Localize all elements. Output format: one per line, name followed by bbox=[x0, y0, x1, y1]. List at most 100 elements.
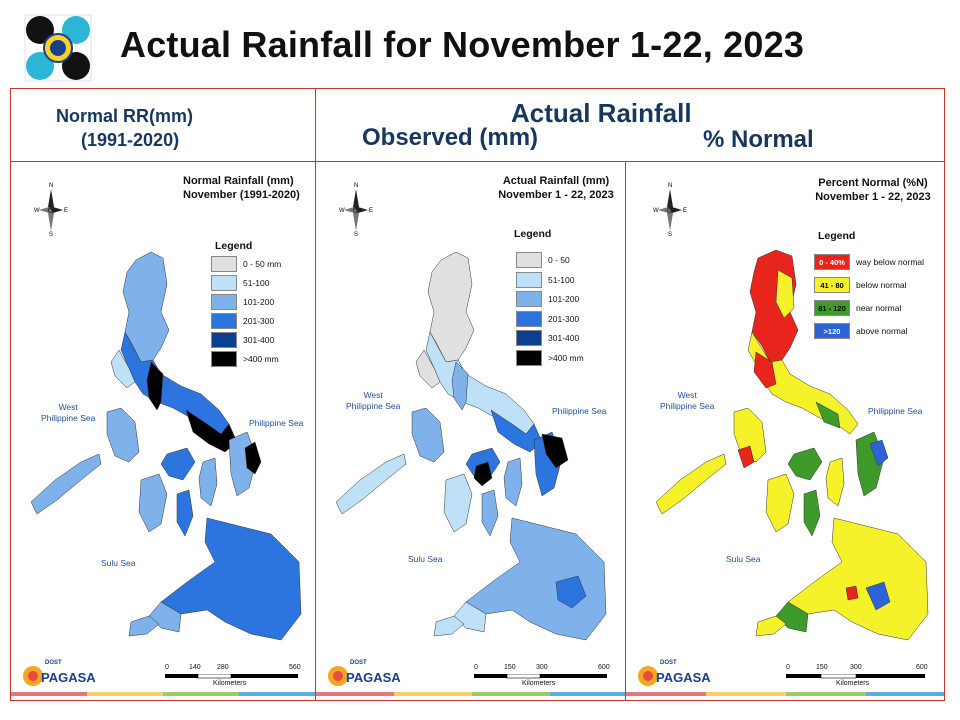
philippines-map bbox=[655, 249, 929, 641]
legend-label: 51-100 bbox=[548, 274, 575, 285]
legend-title: Legend bbox=[818, 230, 856, 242]
svg-text:E: E bbox=[369, 208, 373, 214]
percent-normal-map-panel: N S W E Percent Normal (%N) November 1 -… bbox=[625, 161, 945, 701]
footer-stripe bbox=[87, 692, 163, 696]
legend-label: near normal bbox=[856, 303, 902, 313]
actual-rainfall-map-panel: N S W E Actual Rainfall (mm) November 1 … bbox=[315, 161, 626, 701]
map-title-line2: November 1 - 22, 2023 bbox=[498, 189, 614, 201]
pagasa-label: PAGASA bbox=[656, 670, 711, 685]
scale-tick: 600 bbox=[598, 664, 610, 671]
legend-label: 201-300 bbox=[548, 313, 580, 324]
scale-unit: Kilometers bbox=[522, 680, 556, 687]
svg-text:N: N bbox=[49, 183, 53, 189]
dost-label: DOST bbox=[660, 660, 677, 666]
scale-tick: 600 bbox=[916, 664, 928, 671]
label-philippine-sea: Philippine Sea bbox=[249, 418, 304, 428]
footer-stripe bbox=[550, 692, 625, 696]
scale-tick: 0 bbox=[786, 664, 790, 671]
slide-title: Actual Rainfall for November 1-22, 2023 bbox=[120, 24, 805, 65]
legend-label: 201-300 bbox=[243, 316, 275, 326]
compass-rose-icon: N S W E bbox=[339, 183, 373, 238]
philippines-map bbox=[30, 251, 302, 641]
west-sea-line1: West bbox=[363, 390, 383, 400]
legend-label: >400 mm bbox=[243, 354, 279, 364]
pagasa-label: PAGASA bbox=[346, 670, 401, 685]
legend-swatch: >120 bbox=[814, 323, 850, 339]
observed-header: Observed (mm) bbox=[362, 124, 539, 151]
scale-tick: 150 bbox=[816, 664, 828, 671]
legend-label: way below normal bbox=[856, 257, 925, 267]
legend-swatch bbox=[516, 291, 542, 307]
philippines-map bbox=[335, 251, 607, 641]
label-west-philippine-sea: West Philippine Sea bbox=[660, 390, 714, 412]
label-sulu-sea: Sulu Sea bbox=[726, 554, 761, 564]
svg-text:E: E bbox=[683, 208, 687, 214]
footer-stripe bbox=[626, 692, 706, 696]
label-west-philippine-sea: West Philippine Sea bbox=[41, 402, 95, 424]
compass-rose-icon: N S W E bbox=[653, 183, 687, 238]
legend-label: 0 - 50 mm bbox=[243, 259, 282, 269]
footer-stripe bbox=[394, 692, 472, 696]
normal-rainfall-map-panel: N S W E Normal Rainfall (mm) November (1… bbox=[10, 161, 316, 701]
legend-label: 101-200 bbox=[243, 297, 275, 307]
footer-stripe bbox=[316, 692, 394, 696]
legend-swatch: 81 - 120 bbox=[814, 300, 850, 316]
legend-swatch bbox=[516, 252, 542, 268]
pagasa-mascot-icon bbox=[638, 666, 658, 686]
scale-tick: 150 bbox=[504, 664, 516, 671]
footer-stripe bbox=[866, 692, 944, 696]
legend-swatch bbox=[211, 275, 237, 291]
legend-title: Legend bbox=[514, 228, 552, 240]
scale-unit: Kilometers bbox=[213, 680, 247, 687]
legend-label: >400 mm bbox=[548, 352, 584, 363]
map-title: Percent Normal (%N) November 1 - 22, 202… bbox=[808, 176, 938, 204]
legend-title: Legend bbox=[215, 240, 253, 252]
legend-label: 0 - 50 bbox=[548, 255, 570, 265]
svg-text:W: W bbox=[34, 208, 40, 214]
map-title-line2: November 1 - 22, 2023 bbox=[815, 191, 931, 203]
svg-text:N: N bbox=[668, 183, 672, 189]
legend-label: 101-200 bbox=[548, 294, 580, 304]
footer-stripe bbox=[11, 692, 87, 696]
pagasa-footer-logo: DOST PAGASA bbox=[326, 660, 401, 692]
legend-label: 301-400 bbox=[548, 333, 580, 343]
west-sea-line1: West bbox=[677, 390, 697, 400]
label-philippine-sea: Philippine Sea bbox=[552, 406, 607, 416]
scale-unit: Kilometers bbox=[836, 680, 870, 687]
svg-text:S: S bbox=[668, 232, 672, 238]
label-sulu-sea: Sulu Sea bbox=[408, 554, 443, 564]
svg-text:S: S bbox=[49, 232, 53, 238]
pagasa-label: PAGASA bbox=[41, 670, 96, 685]
legend-swatch bbox=[516, 349, 542, 366]
west-sea-line2: Philippine Sea bbox=[346, 401, 401, 411]
pagasa-logo bbox=[22, 12, 94, 84]
legend-swatch: 0 - 40% bbox=[814, 254, 850, 270]
map-title-line1: Percent Normal (%N) bbox=[818, 177, 928, 189]
map-title: Normal Rainfall (mm) November (1991-2020… bbox=[183, 174, 307, 202]
label-sulu-sea: Sulu Sea bbox=[101, 558, 136, 568]
label-west-philippine-sea: West Philippine Sea bbox=[346, 390, 400, 412]
svg-text:W: W bbox=[653, 208, 659, 214]
normal-header-line1: Normal RR(mm) bbox=[56, 106, 194, 126]
scale-tick: 0 bbox=[474, 664, 478, 671]
normal-header-line2: (1991-2020) bbox=[81, 130, 180, 150]
svg-text:N: N bbox=[354, 183, 358, 189]
map-title-line1: Actual Rainfall (mm) bbox=[502, 175, 610, 187]
pagasa-footer-logo: DOST PAGASA bbox=[636, 660, 711, 692]
legend-label: 301-400 bbox=[243, 335, 275, 345]
pagasa-footer-logo: DOST PAGASA bbox=[21, 660, 96, 692]
legend-label: below normal bbox=[856, 280, 907, 290]
dost-label: DOST bbox=[350, 660, 367, 666]
scale-tick: 280 bbox=[217, 664, 229, 671]
scale-tick: 140 bbox=[189, 664, 201, 671]
scale-tick: 300 bbox=[850, 664, 862, 671]
legend-swatch bbox=[211, 332, 237, 348]
pagasa-mascot-icon bbox=[328, 666, 348, 686]
scale-tick: 560 bbox=[289, 664, 301, 671]
percent-normal-header: % Normal bbox=[703, 126, 814, 153]
svg-text:W: W bbox=[339, 208, 345, 214]
footer-stripe bbox=[706, 692, 786, 696]
legend-swatch: 41 - 80 bbox=[814, 277, 850, 293]
dost-label: DOST bbox=[45, 660, 62, 666]
svg-text:E: E bbox=[64, 208, 68, 214]
